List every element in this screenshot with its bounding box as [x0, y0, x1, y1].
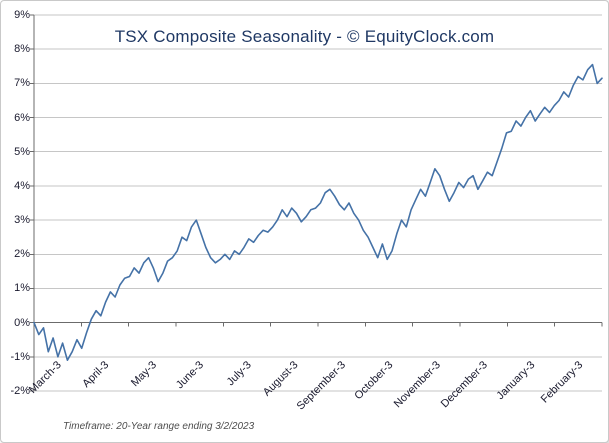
chart-title: TSX Composite Seasonality - © EquityCloc…: [114, 27, 495, 46]
y-tick-label: -1%: [10, 350, 30, 363]
y-tick-label: 2%: [14, 248, 30, 261]
seasonality-series-line: [33, 63, 603, 362]
y-tick-label: 6%: [14, 111, 30, 124]
y-tick-label: -2%: [10, 385, 30, 397]
y-tick-label: 9%: [14, 9, 30, 21]
y-tick-label: 4%: [14, 179, 30, 192]
y-tick-label: 5%: [14, 145, 30, 158]
y-tick-label: 3%: [14, 214, 30, 227]
y-tick-label: 1%: [14, 282, 30, 295]
y-tick-label: 7%: [14, 77, 30, 90]
y-tick-label: 8%: [14, 43, 30, 56]
timeframe-annotation: Timeframe: 20-Year range ending 3/2/2023: [63, 421, 255, 432]
y-tick-label: 0%: [14, 316, 30, 329]
